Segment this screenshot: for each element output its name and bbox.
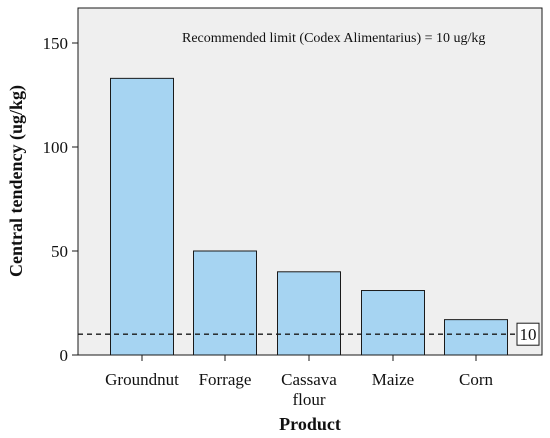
y-axis-title: Central tendency (ug/kg) — [6, 85, 27, 277]
x-tick-label: Corn — [459, 370, 494, 389]
bar-groundnut — [110, 77, 174, 356]
x-tick-label: Cassava — [281, 370, 337, 389]
reference-line-group: 10 — [78, 322, 540, 346]
x-tick-label: Forrage — [199, 370, 252, 389]
bar-maize — [361, 290, 425, 356]
y-tick-label: 100 — [43, 138, 69, 157]
x-axis-title: Product — [279, 414, 341, 434]
bar-cassava-flour — [277, 271, 341, 356]
y-axis: 0 50 100 150 — [43, 34, 78, 365]
bar-corn — [444, 319, 508, 356]
y-tick-label: 0 — [60, 346, 69, 365]
y-tick-label: 50 — [51, 242, 68, 261]
y-tick-label: 150 — [43, 34, 69, 53]
reference-label-box — [516, 322, 540, 346]
x-tick-label: flour — [292, 390, 325, 409]
x-tick-label: Maize — [372, 370, 414, 389]
x-tick-label: Groundnut — [105, 370, 179, 389]
reference-line-label: 10 — [520, 325, 537, 344]
bar-forrage — [193, 250, 257, 356]
annotation-text: Recommended limit (Codex Alimentarius) =… — [182, 31, 485, 46]
